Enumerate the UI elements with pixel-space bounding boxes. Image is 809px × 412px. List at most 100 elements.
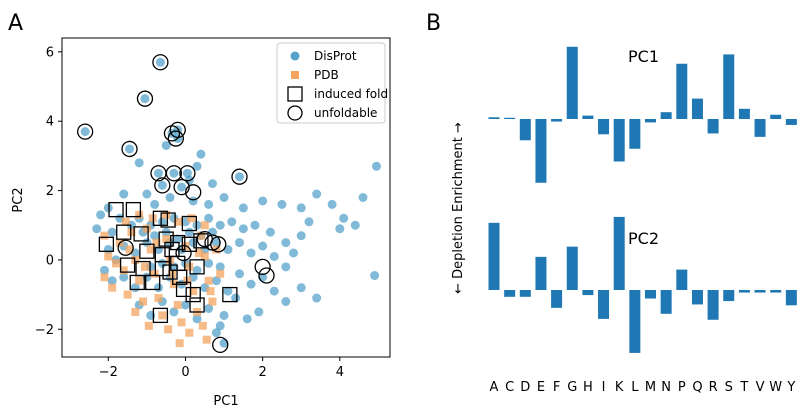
disprot-point-100 — [180, 300, 190, 310]
legend-marker-unfoldable — [287, 105, 303, 121]
pc1-bar-Q — [691, 98, 703, 119]
disprot-point-36 — [371, 161, 381, 171]
unfoldable-marker-13 — [185, 184, 202, 201]
induced-fold-marker-11 — [193, 233, 209, 249]
category-label-G: G — [567, 380, 577, 395]
pc1-bar-Y — [785, 119, 797, 125]
disprot-point-23 — [165, 193, 175, 202]
disprot-point-34 — [350, 220, 360, 230]
disprot-point-67 — [188, 238, 198, 248]
y-tick-label-2: 2 — [46, 184, 54, 199]
category-label-D: D — [520, 380, 530, 395]
disprot-point-74 — [269, 251, 279, 261]
disprot-point-115 — [150, 231, 160, 241]
disprot-point-99 — [169, 307, 179, 317]
disprot-point-108 — [242, 314, 252, 324]
disprot-point-93 — [296, 283, 306, 293]
pc1-bar-K — [613, 119, 625, 162]
x-tick-label-0: −2 — [99, 365, 118, 380]
disprot-point-92 — [281, 297, 291, 307]
pdb-point-25 — [196, 231, 205, 240]
disprot-point-78 — [119, 272, 129, 282]
unfoldable-marker-15 — [204, 234, 221, 251]
pc2-bar-N — [660, 290, 672, 314]
legend-marker-pdb — [291, 71, 299, 79]
category-label-N: N — [661, 380, 671, 395]
disprot-point-86 — [211, 276, 221, 286]
disprot-point-73 — [258, 241, 268, 251]
pc2-bar-H — [582, 290, 594, 296]
unfoldable-marker-17 — [254, 258, 271, 275]
pdb-point-33 — [148, 214, 157, 223]
unfoldable-marker-19 — [212, 336, 229, 354]
pdb-point-14 — [154, 294, 163, 303]
induced-fold-marker-6 — [116, 224, 132, 240]
pc1-bar-L — [629, 119, 641, 149]
pdb-point-45 — [206, 287, 215, 296]
category-label-I: I — [602, 380, 606, 395]
pdb-point-26 — [200, 252, 209, 261]
disprot-point-7 — [169, 168, 179, 178]
pdb-point-47 — [144, 321, 153, 330]
induced-fold-marker-12 — [139, 243, 155, 259]
category-label-Y: Y — [786, 380, 795, 395]
disprot-point-13 — [161, 140, 171, 150]
scatter-frame — [61, 37, 391, 358]
disprot-point-29 — [277, 199, 287, 209]
disprot-point-102 — [204, 303, 214, 313]
induced-fold-marker-15 — [154, 260, 170, 277]
scatter-marks — [77, 54, 381, 354]
induced-fold-marker-2 — [152, 210, 169, 226]
pdb-point-35 — [173, 217, 182, 226]
category-label-T: T — [739, 380, 748, 395]
pdb-point-11 — [142, 224, 151, 233]
pc1-title: PC1 — [628, 47, 659, 66]
disprot-point-112 — [184, 227, 194, 237]
category-label-C: C — [505, 380, 514, 395]
disprot-point-43 — [96, 210, 106, 220]
pdb-point-7 — [127, 228, 136, 237]
panel-a-letter: A — [8, 11, 23, 36]
pdb-point-15 — [158, 311, 167, 320]
pc2-bar-E — [535, 256, 547, 290]
category-label-H: H — [583, 380, 593, 395]
disprot-point-122 — [157, 258, 167, 268]
bar-marks — [488, 46, 797, 353]
category-label-K: K — [615, 380, 624, 395]
category-label-Q: Q — [692, 380, 702, 395]
legend-marker-induced-fold — [287, 86, 303, 102]
disprot-point-53 — [192, 220, 202, 230]
induced-fold-marker-0 — [108, 201, 124, 218]
unfoldable-marker-18 — [258, 267, 275, 284]
disprot-point-28 — [258, 196, 268, 206]
disprot-point-9 — [235, 172, 245, 182]
disprot-point-94 — [312, 293, 322, 303]
y-tick-label-0: −2 — [35, 323, 54, 338]
disprot-point-75 — [281, 262, 291, 272]
unfoldable-marker-10 — [231, 168, 248, 185]
legend: DisProt PDB induced fold unfoldable — [276, 42, 388, 124]
disprot-point-77 — [107, 276, 117, 286]
induced-fold-marker-5 — [98, 236, 115, 252]
pdb-point-2 — [100, 273, 109, 282]
pdb-point-52 — [175, 339, 184, 348]
category-label-F: F — [553, 380, 560, 395]
y-tick-label-4: 6 — [46, 45, 54, 60]
disprot-point-20 — [119, 189, 129, 199]
pc1-bar-D — [519, 119, 531, 141]
pdb-point-44 — [194, 248, 203, 257]
disprot-point-56 — [227, 217, 237, 227]
pdb-point-48 — [164, 325, 173, 334]
category-label-R: R — [709, 380, 718, 395]
pdb-point-17 — [166, 255, 175, 264]
pc1-bar-I — [598, 119, 610, 135]
unfoldable-marker-5 — [167, 130, 184, 147]
pdb-point-38 — [112, 259, 121, 268]
disprot-point-119 — [192, 265, 202, 275]
y-tick-label-3: 4 — [46, 115, 54, 130]
category-label-P: P — [678, 380, 686, 395]
pdb-point-20 — [177, 318, 186, 327]
unfoldable-marker-11 — [154, 177, 171, 194]
pc2-bar-W — [770, 290, 782, 293]
disprot-point-58 — [250, 220, 260, 230]
